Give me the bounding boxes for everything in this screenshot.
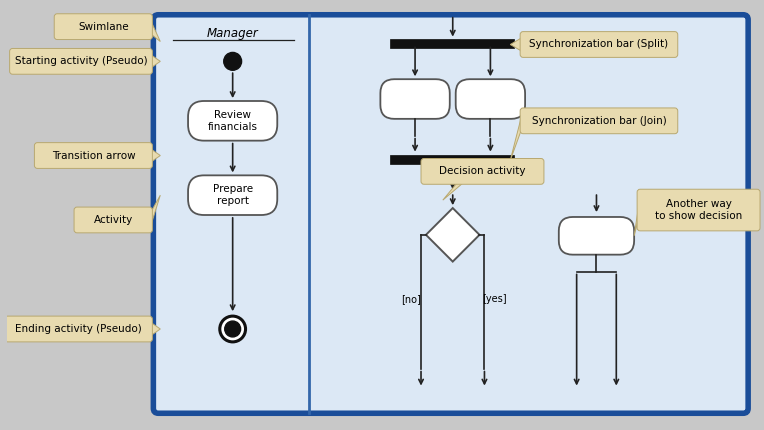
Text: [yes]: [yes] xyxy=(482,294,507,304)
FancyBboxPatch shape xyxy=(34,143,152,169)
Polygon shape xyxy=(510,114,522,160)
Text: Ending activity (Pseudo): Ending activity (Pseudo) xyxy=(15,324,142,334)
Text: Synchronization bar (Join): Synchronization bar (Join) xyxy=(532,116,666,126)
Text: Review
financials: Review financials xyxy=(208,110,257,132)
FancyBboxPatch shape xyxy=(520,32,678,57)
Text: Manager: Manager xyxy=(207,27,258,40)
Text: Synchronization bar (Split): Synchronization bar (Split) xyxy=(529,40,668,49)
FancyBboxPatch shape xyxy=(74,207,152,233)
FancyBboxPatch shape xyxy=(380,79,450,119)
Text: [no]: [no] xyxy=(401,294,421,304)
Circle shape xyxy=(224,52,241,70)
FancyBboxPatch shape xyxy=(520,108,678,134)
Polygon shape xyxy=(443,160,490,200)
Polygon shape xyxy=(151,195,160,227)
FancyBboxPatch shape xyxy=(154,15,748,413)
FancyBboxPatch shape xyxy=(637,189,760,231)
FancyBboxPatch shape xyxy=(5,316,152,342)
Polygon shape xyxy=(151,149,160,163)
Text: Prepare
report: Prepare report xyxy=(212,184,253,206)
Text: Swimlane: Swimlane xyxy=(78,22,128,32)
FancyBboxPatch shape xyxy=(558,217,634,255)
FancyBboxPatch shape xyxy=(188,101,277,141)
Circle shape xyxy=(225,321,241,337)
Polygon shape xyxy=(510,37,522,52)
FancyBboxPatch shape xyxy=(421,159,544,184)
Polygon shape xyxy=(151,55,160,68)
Text: Starting activity (Pseudo): Starting activity (Pseudo) xyxy=(15,56,147,66)
Circle shape xyxy=(220,316,245,342)
FancyBboxPatch shape xyxy=(455,79,525,119)
FancyBboxPatch shape xyxy=(10,49,152,74)
Text: Activity: Activity xyxy=(94,215,133,225)
Polygon shape xyxy=(151,20,160,42)
Polygon shape xyxy=(426,208,480,261)
Text: Transition arrow: Transition arrow xyxy=(52,150,135,160)
Polygon shape xyxy=(151,322,160,336)
Text: Another way
to show decision: Another way to show decision xyxy=(655,199,742,221)
FancyBboxPatch shape xyxy=(54,14,152,40)
FancyBboxPatch shape xyxy=(188,175,277,215)
Polygon shape xyxy=(634,203,639,236)
Text: Decision activity: Decision activity xyxy=(439,166,526,176)
